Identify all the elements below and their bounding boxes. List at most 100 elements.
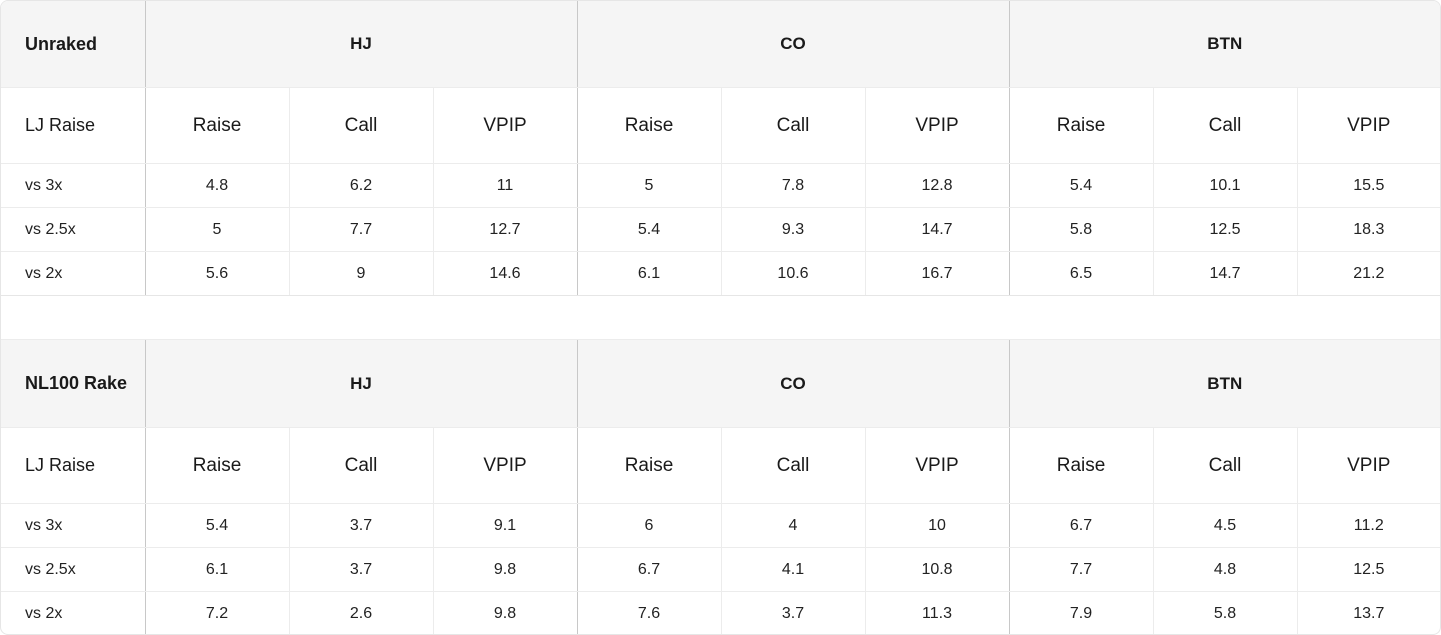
table-cell: 6 (577, 503, 722, 548)
table-1-hj-call-header: Call (289, 87, 434, 164)
table-cell: 5.4 (1009, 163, 1154, 208)
table-2-hj-raise-header: Raise (145, 427, 290, 504)
table-cell: 14.7 (1153, 251, 1298, 296)
table-row: vs 3x 4.8 6.2 11 5 7.8 12.8 5.4 10.1 15.… (1, 163, 1440, 208)
table-1-hj-vpip-header: VPIP (433, 87, 578, 164)
table-cell: 9.8 (433, 591, 578, 634)
table-cell: 10.8 (865, 547, 1010, 592)
table-cell: 9.8 (433, 547, 578, 592)
table-cell: 3.7 (289, 503, 434, 548)
table-cell: 11.2 (1297, 503, 1440, 548)
table-cell: 6.1 (577, 251, 722, 296)
table-1-co-vpip-header: VPIP (865, 87, 1010, 164)
table-cell: 7.9 (1009, 591, 1154, 634)
table-2-sub-header-row: LJ Raise Raise Call VPIP Raise Call VPIP… (1, 427, 1440, 504)
table-cell: 4.1 (721, 547, 866, 592)
row-label: vs 2x (1, 591, 146, 634)
table-cell: 4.8 (145, 163, 290, 208)
table-2-hj-call-header: Call (289, 427, 434, 504)
table-cell: 7.2 (145, 591, 290, 634)
table-spacer-row (1, 295, 1440, 340)
table-1-position-co: CO (577, 1, 1010, 88)
table-row: vs 2x 7.2 2.6 9.8 7.6 3.7 11.3 7.9 5.8 1… (1, 591, 1440, 634)
table-1-title: Unraked (1, 1, 146, 88)
table-row: vs 2x 5.6 9 14.6 6.1 10.6 16.7 6.5 14.7 … (1, 251, 1440, 296)
row-label: vs 2.5x (1, 207, 146, 252)
table-cell: 4.8 (1153, 547, 1298, 592)
table-2-position-co: CO (577, 339, 1010, 428)
table-1-btn-call-header: Call (1153, 87, 1298, 164)
table-2-position-btn: BTN (1009, 339, 1440, 428)
table-cell: 18.3 (1297, 207, 1440, 252)
table-cell: 10.6 (721, 251, 866, 296)
table-cell: 5 (145, 207, 290, 252)
table-cell: 10 (865, 503, 1010, 548)
table-cell: 21.2 (1297, 251, 1440, 296)
table-row: vs 3x 5.4 3.7 9.1 6 4 10 6.7 4.5 11.2 (1, 503, 1440, 548)
table-1-btn-raise-header: Raise (1009, 87, 1154, 164)
table-cell: 13.7 (1297, 591, 1440, 634)
table-cell: 7.8 (721, 163, 866, 208)
table-2-co-vpip-header: VPIP (865, 427, 1010, 504)
table-cell: 14.7 (865, 207, 1010, 252)
table-row: vs 2.5x 6.1 3.7 9.8 6.7 4.1 10.8 7.7 4.8… (1, 547, 1440, 592)
table-2-btn-raise-header: Raise (1009, 427, 1154, 504)
table-cell: 2.6 (289, 591, 434, 634)
table-cell: 6.5 (1009, 251, 1154, 296)
table-cell: 16.7 (865, 251, 1010, 296)
table-cell: 9.1 (433, 503, 578, 548)
table-cell: 6.7 (1009, 503, 1154, 548)
table-cell: 6.7 (577, 547, 722, 592)
row-label: vs 2x (1, 251, 146, 296)
table-cell: 6.2 (289, 163, 434, 208)
table-2-btn-vpip-header: VPIP (1297, 427, 1440, 504)
table-cell: 12.5 (1153, 207, 1298, 252)
table-2-row-header: LJ Raise (1, 427, 146, 504)
table-2-btn-call-header: Call (1153, 427, 1298, 504)
table-2-hj-vpip-header: VPIP (433, 427, 578, 504)
table-cell: 4 (721, 503, 866, 548)
row-label: vs 3x (1, 503, 146, 548)
table-cell: 5.8 (1153, 591, 1298, 634)
table-row: vs 2.5x 5 7.7 12.7 5.4 9.3 14.7 5.8 12.5… (1, 207, 1440, 252)
table-cell: 3.7 (721, 591, 866, 634)
table-cell: 7.6 (577, 591, 722, 634)
table-cell: 11 (433, 163, 578, 208)
table-1-sub-header-row: LJ Raise Raise Call VPIP Raise Call VPIP… (1, 87, 1440, 164)
table-cell: 12.8 (865, 163, 1010, 208)
table-cell: 7.7 (1009, 547, 1154, 592)
table-1-hj-raise-header: Raise (145, 87, 290, 164)
table-2-co-raise-header: Raise (577, 427, 722, 504)
table-2-title: NL100 Rake (1, 339, 146, 428)
table-cell: 11.3 (865, 591, 1010, 634)
table-cell: 5.4 (577, 207, 722, 252)
table-cell: 12.7 (433, 207, 578, 252)
row-label: vs 2.5x (1, 547, 146, 592)
table-cell: 7.7 (289, 207, 434, 252)
table-1-group-header-row: Unraked HJ CO BTN (1, 1, 1440, 88)
table-1-row-header: LJ Raise (1, 87, 146, 164)
table-cell: 4.5 (1153, 503, 1298, 548)
table-1-position-btn: BTN (1009, 1, 1440, 88)
table-2-group-header-row: NL100 Rake HJ CO BTN (1, 339, 1440, 428)
table-cell: 3.7 (289, 547, 434, 592)
table-1-btn-vpip-header: VPIP (1297, 87, 1440, 164)
table-cell: 10.1 (1153, 163, 1298, 208)
table-cell: 5.8 (1009, 207, 1154, 252)
table-cell: 12.5 (1297, 547, 1440, 592)
table-2-co-call-header: Call (721, 427, 866, 504)
table-1-co-raise-header: Raise (577, 87, 722, 164)
table-2-position-hj: HJ (145, 339, 578, 428)
table-cell: 5.6 (145, 251, 290, 296)
row-label: vs 3x (1, 163, 146, 208)
table-1-position-hj: HJ (145, 1, 578, 88)
table-cell: 6.1 (145, 547, 290, 592)
table-cell: 5 (577, 163, 722, 208)
table-cell: 14.6 (433, 251, 578, 296)
table-1-co-call-header: Call (721, 87, 866, 164)
table-cell: 5.4 (145, 503, 290, 548)
table-cell: 9.3 (721, 207, 866, 252)
table-cell: 9 (289, 251, 434, 296)
